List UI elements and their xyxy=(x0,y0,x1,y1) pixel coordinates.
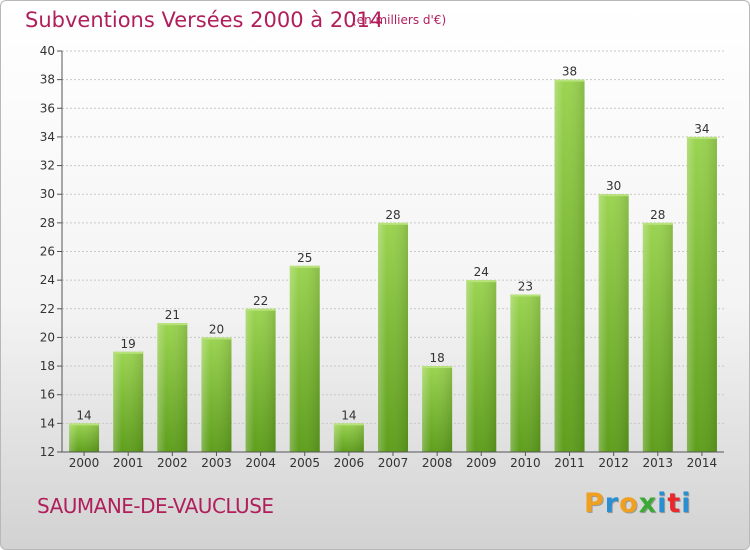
bar-top-edge xyxy=(69,423,100,426)
bar-top-edge xyxy=(333,423,364,426)
y-tick-label: 30 xyxy=(40,187,55,201)
value-label: 21 xyxy=(165,308,180,322)
commune-name: SAUMANE-DE-VAUCLUSE xyxy=(37,494,274,518)
y-tick-label: 20 xyxy=(40,330,55,344)
y-tick-label: 16 xyxy=(40,388,55,402)
value-label: 38 xyxy=(562,65,577,79)
value-label: 28 xyxy=(385,208,400,222)
value-label: 22 xyxy=(253,294,268,308)
x-tick-label: 2006 xyxy=(334,456,365,470)
x-tick-label: 2013 xyxy=(643,456,674,470)
value-label: 14 xyxy=(76,408,91,422)
bar-shade xyxy=(69,423,100,452)
bar-shade xyxy=(333,423,364,452)
bar-top-edge xyxy=(201,337,232,340)
x-tick-label: 2000 xyxy=(69,456,100,470)
value-label: 28 xyxy=(650,208,665,222)
bar-top-edge xyxy=(245,308,276,311)
x-tick-label: 2012 xyxy=(598,456,629,470)
x-tick-label: 2007 xyxy=(378,456,409,470)
value-label: 34 xyxy=(694,122,709,136)
x-tick-label: 2002 xyxy=(157,456,188,470)
y-tick-label: 24 xyxy=(40,273,55,287)
x-tick-label: 2009 xyxy=(466,456,497,470)
y-tick-label: 36 xyxy=(40,101,55,115)
x-tick-label: 2005 xyxy=(289,456,320,470)
bar-top-edge xyxy=(554,79,585,82)
bar-top-edge xyxy=(378,222,408,225)
bar-top-edge xyxy=(466,280,497,283)
bar-shade xyxy=(157,323,188,452)
y-tick-label: 38 xyxy=(40,73,55,87)
y-tick-label: 12 xyxy=(40,445,55,459)
logo-letter: o xyxy=(619,488,639,519)
bar-top-edge xyxy=(642,222,673,225)
bar-shade xyxy=(510,294,541,452)
bar-shade xyxy=(466,280,497,452)
x-tick-label: 2008 xyxy=(422,456,453,470)
y-tick-label: 18 xyxy=(40,359,55,373)
x-tick-label: 2014 xyxy=(687,456,718,470)
logo-letter: i xyxy=(657,488,668,519)
bar-top-edge xyxy=(422,366,453,369)
y-tick-label: 28 xyxy=(40,216,55,230)
bar-shade xyxy=(289,265,320,452)
logo-letter: i xyxy=(681,488,692,519)
bar-top-edge xyxy=(510,294,541,297)
value-label: 18 xyxy=(429,351,444,365)
x-tick-label: 2003 xyxy=(201,456,232,470)
bar-top-edge xyxy=(598,194,629,197)
bar-shade xyxy=(422,366,453,452)
value-label: 20 xyxy=(209,322,224,336)
bar-top-edge xyxy=(686,136,717,139)
value-label: 23 xyxy=(518,279,533,293)
proxiti-logo: Proxiti xyxy=(584,488,692,519)
logo-letter: P xyxy=(584,488,605,519)
x-tick-label: 2004 xyxy=(245,456,276,470)
value-label: 19 xyxy=(121,337,136,351)
value-label: 24 xyxy=(474,265,489,279)
bar-top-edge xyxy=(157,323,188,326)
value-label: 30 xyxy=(606,179,621,193)
bar-shade xyxy=(245,308,276,452)
logo-letter: t xyxy=(667,488,682,519)
bar-shade xyxy=(686,136,717,452)
y-tick-label: 26 xyxy=(40,245,55,259)
x-tick-label: 2001 xyxy=(113,456,144,470)
y-tick-label: 14 xyxy=(40,416,55,430)
bar-shade xyxy=(554,79,585,453)
bar-top-edge xyxy=(289,265,320,268)
bar-shade xyxy=(113,351,144,452)
y-tick-label: 32 xyxy=(40,159,55,173)
logo-letter: x xyxy=(638,488,658,519)
bar-top-edge xyxy=(113,351,144,354)
bar-shade xyxy=(378,222,408,452)
chart-title: Subventions Versées 2000 à 2014 xyxy=(25,8,384,32)
bar-shade xyxy=(642,222,673,452)
y-tick-label: 22 xyxy=(40,302,55,316)
bar-shade xyxy=(201,337,232,452)
y-tick-label: 34 xyxy=(40,130,55,144)
y-tick-label: 40 xyxy=(40,44,55,58)
unit-note: (en milliers d'€) xyxy=(352,13,447,27)
x-tick-label: 2010 xyxy=(510,456,541,470)
bar-shade xyxy=(598,194,629,452)
x-tick-label: 2011 xyxy=(554,456,585,470)
value-label: 25 xyxy=(297,251,312,265)
value-label: 14 xyxy=(341,408,356,422)
logo-letter: r xyxy=(604,488,620,519)
